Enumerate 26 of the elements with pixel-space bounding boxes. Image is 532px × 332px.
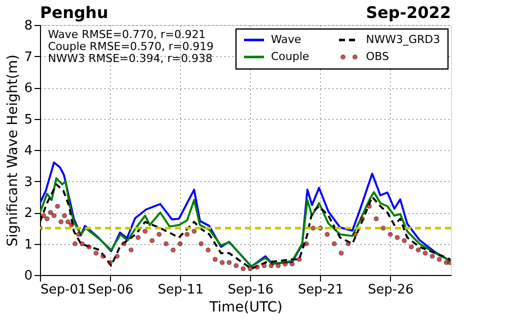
y-tick-label: 1 [24, 237, 32, 252]
chart-subtitle: Sep-2022 [366, 3, 451, 22]
chart-title: Penghu [40, 3, 108, 22]
annotation: Couple RMSE=0.570, r=0.919 [48, 40, 214, 53]
y-tick-label: 3 [24, 174, 32, 190]
y-tick-label: 4 [24, 144, 32, 158]
y-tick-label: 0 [24, 268, 32, 284]
legend-label: NWW3_GRD3 [366, 33, 440, 46]
y-tick-label: 8 [24, 18, 32, 34]
x-tick-label: Sep-11 [158, 282, 204, 298]
x-axis-title: Time(UTC) [208, 300, 282, 316]
x-tick-label: Sep-21 [298, 282, 344, 298]
annotation: NWW3 RMSE=0.394, r=0.938 [48, 52, 212, 65]
legend-label: Wave [271, 33, 302, 46]
y-tick-label: 2 [24, 206, 32, 221]
x-tick-label: Sep-01 [40, 282, 86, 298]
x-tick-label: Sep-26 [368, 282, 414, 298]
y-tick-label: 5 [24, 112, 32, 128]
y-axis-title: Significant Wave Height(m) [5, 54, 22, 247]
x-tick-label: Sep-16 [228, 282, 274, 298]
x-tick-label: Sep-06 [88, 282, 134, 298]
legend-label: Couple [271, 50, 310, 63]
annotation: Wave RMSE=0.770, r=0.921 [48, 28, 206, 41]
y-tick-label: 6 [24, 81, 32, 96]
legend-label: OBS [366, 50, 390, 63]
y-tick-label: 7 [24, 50, 32, 65]
